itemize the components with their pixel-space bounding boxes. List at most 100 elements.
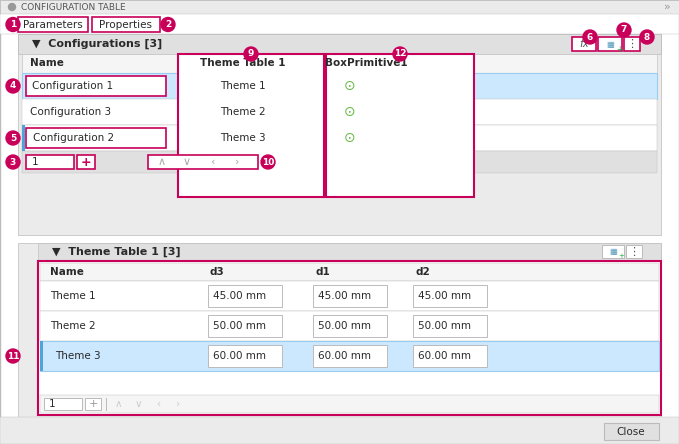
Bar <box>26 128 166 148</box>
Text: ‹: ‹ <box>210 157 215 167</box>
Bar <box>626 245 642 258</box>
Bar <box>0 417 679 444</box>
Bar <box>26 76 166 96</box>
Circle shape <box>161 17 175 32</box>
Bar <box>208 315 282 337</box>
Text: ∧: ∧ <box>158 157 166 167</box>
Text: ∨: ∨ <box>134 399 142 409</box>
Bar <box>148 155 258 169</box>
Bar <box>313 315 387 337</box>
Circle shape <box>6 349 20 363</box>
Bar <box>22 151 657 173</box>
Bar <box>208 285 282 307</box>
Bar <box>85 398 101 410</box>
Text: 45.00 mm: 45.00 mm <box>418 291 471 301</box>
Text: ⊙: ⊙ <box>344 131 356 145</box>
Text: ▼  Theme Table 1 [3]: ▼ Theme Table 1 [3] <box>52 247 181 257</box>
Text: Configuration 2: Configuration 2 <box>33 133 114 143</box>
Text: Close: Close <box>617 427 645 436</box>
Text: fx: fx <box>579 39 589 49</box>
Circle shape <box>6 79 20 93</box>
Bar <box>413 315 487 337</box>
Bar <box>208 345 282 367</box>
Text: Theme 1: Theme 1 <box>50 291 96 301</box>
Bar <box>92 17 160 32</box>
Text: 6: 6 <box>587 32 593 41</box>
Bar <box>26 155 74 169</box>
Circle shape <box>6 155 20 169</box>
Text: Theme 3: Theme 3 <box>55 351 100 361</box>
Text: 1: 1 <box>10 20 16 29</box>
Text: 60.00 mm: 60.00 mm <box>318 351 371 361</box>
Text: d2: d2 <box>415 267 430 277</box>
Text: 1: 1 <box>49 399 56 409</box>
Bar <box>604 423 659 440</box>
Text: ›: › <box>235 157 239 167</box>
Bar <box>18 34 661 235</box>
Text: 7: 7 <box>621 25 627 35</box>
Circle shape <box>261 155 275 169</box>
Bar <box>40 341 659 371</box>
Bar <box>598 37 622 51</box>
Text: ›: › <box>176 399 180 409</box>
Circle shape <box>9 4 16 11</box>
Text: 2: 2 <box>165 20 171 29</box>
Text: Configuration 1: Configuration 1 <box>32 81 113 91</box>
Text: +: + <box>88 399 98 409</box>
Text: +: + <box>616 45 622 55</box>
Bar <box>22 125 657 151</box>
Bar <box>38 243 661 261</box>
Bar <box>77 155 95 169</box>
Text: 5: 5 <box>10 134 16 143</box>
Bar <box>40 263 659 281</box>
Text: BoxPrimitive1: BoxPrimitive1 <box>325 59 407 68</box>
Text: d1: d1 <box>315 267 330 277</box>
Text: ⋮: ⋮ <box>627 39 638 49</box>
Bar <box>313 345 387 367</box>
Bar <box>326 54 474 197</box>
Text: ⋮: ⋮ <box>629 246 640 257</box>
Bar <box>624 37 640 51</box>
Bar <box>18 243 661 417</box>
Text: 11: 11 <box>7 352 19 361</box>
Text: 50.00 mm: 50.00 mm <box>213 321 266 331</box>
Text: 10: 10 <box>262 158 274 166</box>
Text: 12: 12 <box>394 49 406 59</box>
Bar <box>18 17 88 32</box>
Text: ∨: ∨ <box>183 157 191 167</box>
Text: »: » <box>663 2 670 12</box>
Circle shape <box>583 30 597 44</box>
Text: 3: 3 <box>10 158 16 166</box>
Text: 8: 8 <box>644 32 650 41</box>
Bar <box>18 34 661 54</box>
Text: +: + <box>81 155 91 169</box>
Text: Theme 1: Theme 1 <box>220 81 265 91</box>
Bar <box>22 99 657 125</box>
Text: ∧: ∧ <box>114 399 122 409</box>
Bar <box>38 261 661 415</box>
Text: 50.00 mm: 50.00 mm <box>418 321 471 331</box>
Bar <box>178 54 324 197</box>
Bar <box>413 285 487 307</box>
Bar <box>313 285 387 307</box>
Text: 45.00 mm: 45.00 mm <box>213 291 266 301</box>
Circle shape <box>393 47 407 61</box>
Text: Theme Table 1: Theme Table 1 <box>200 59 286 68</box>
Text: CONFIGURATION TABLE: CONFIGURATION TABLE <box>21 3 126 12</box>
Text: 1: 1 <box>32 157 39 167</box>
Text: d3: d3 <box>210 267 225 277</box>
Text: Theme 2: Theme 2 <box>50 321 96 331</box>
Text: ▼  Configurations [3]: ▼ Configurations [3] <box>32 39 162 49</box>
Circle shape <box>6 17 20 32</box>
Text: 45.00 mm: 45.00 mm <box>318 291 371 301</box>
Text: ▦: ▦ <box>606 40 614 48</box>
Bar <box>40 281 659 311</box>
Circle shape <box>640 30 654 44</box>
Text: Theme 2: Theme 2 <box>220 107 265 117</box>
Bar <box>0 14 679 34</box>
Bar <box>572 37 596 51</box>
Text: ⊙: ⊙ <box>344 79 356 93</box>
Circle shape <box>617 23 631 37</box>
Bar <box>40 341 43 371</box>
Text: Theme 3: Theme 3 <box>220 133 265 143</box>
